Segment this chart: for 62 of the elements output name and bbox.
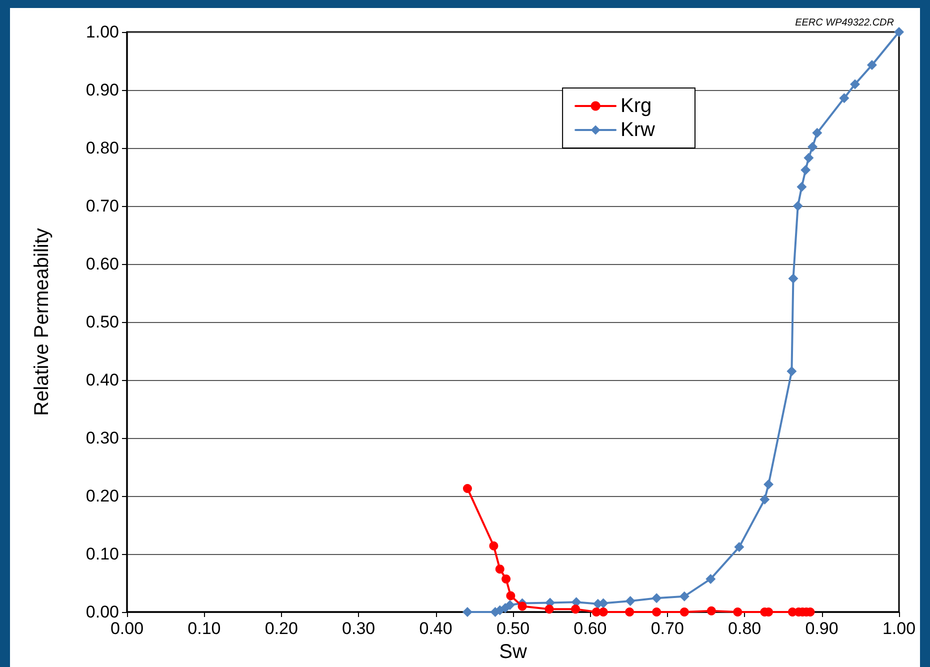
y-tick-label: 0.40 [86,370,119,390]
point [894,27,904,37]
point [504,600,515,610]
point [786,366,797,376]
x-tick-label: 0.50 [496,619,530,638]
x-tick-label: 0.80 [728,619,762,638]
y-tick-label: 0.20 [86,486,119,506]
point [800,165,811,176]
point [680,608,689,616]
point [489,541,498,550]
point [764,479,774,490]
y-tick-label: 0.80 [86,138,119,158]
point [462,607,472,617]
legend-label: Krw [620,119,656,141]
point [733,608,742,616]
point [706,574,716,584]
point [792,201,803,211]
point [734,542,744,552]
text: EERC WP49322.CDR [795,18,894,28]
point [518,602,527,611]
legend-label: Krg [620,95,652,117]
point [502,574,511,584]
y-tick-label: 0.10 [86,544,119,564]
y-axis-title: Relative Permeability [31,228,53,416]
y-tick-label: 0.50 [86,312,119,332]
x-tick-label: 0.10 [188,619,221,638]
point [839,93,850,104]
point [652,608,662,616]
y-tick-label: 0.60 [86,254,119,274]
x-tick-label: 0.40 [419,619,452,638]
point [760,494,770,504]
y-tick-label: 1.00 [86,22,119,42]
point [866,60,877,70]
point [788,274,798,284]
point [544,604,554,614]
point [706,606,716,616]
x-tick-label: 0.70 [650,619,684,638]
point [625,608,634,616]
point [796,182,807,192]
point [812,128,822,138]
point [679,591,690,602]
point [808,142,818,152]
x-tick-label: 0.90 [805,619,838,638]
point [462,484,472,493]
y-tick-label: 0.90 [86,80,119,100]
y-tick-label: 0.70 [86,196,119,216]
x-axis-title: Sw [499,641,528,663]
y-tick-label: 0.00 [86,602,119,622]
y-tick-label: 0.30 [86,428,119,448]
point [495,564,504,574]
x-tick-label: 0.20 [264,619,298,638]
point [506,591,516,600]
point [804,152,814,163]
x-tick-label: 0.00 [110,619,144,638]
point [850,79,860,90]
point [571,604,580,614]
x-tick-label: 1.00 [882,619,916,638]
x-tick-label: 0.60 [574,619,607,638]
point [652,593,662,604]
point [625,596,636,606]
point [598,608,608,616]
x-tick-label: 0.30 [342,619,376,638]
